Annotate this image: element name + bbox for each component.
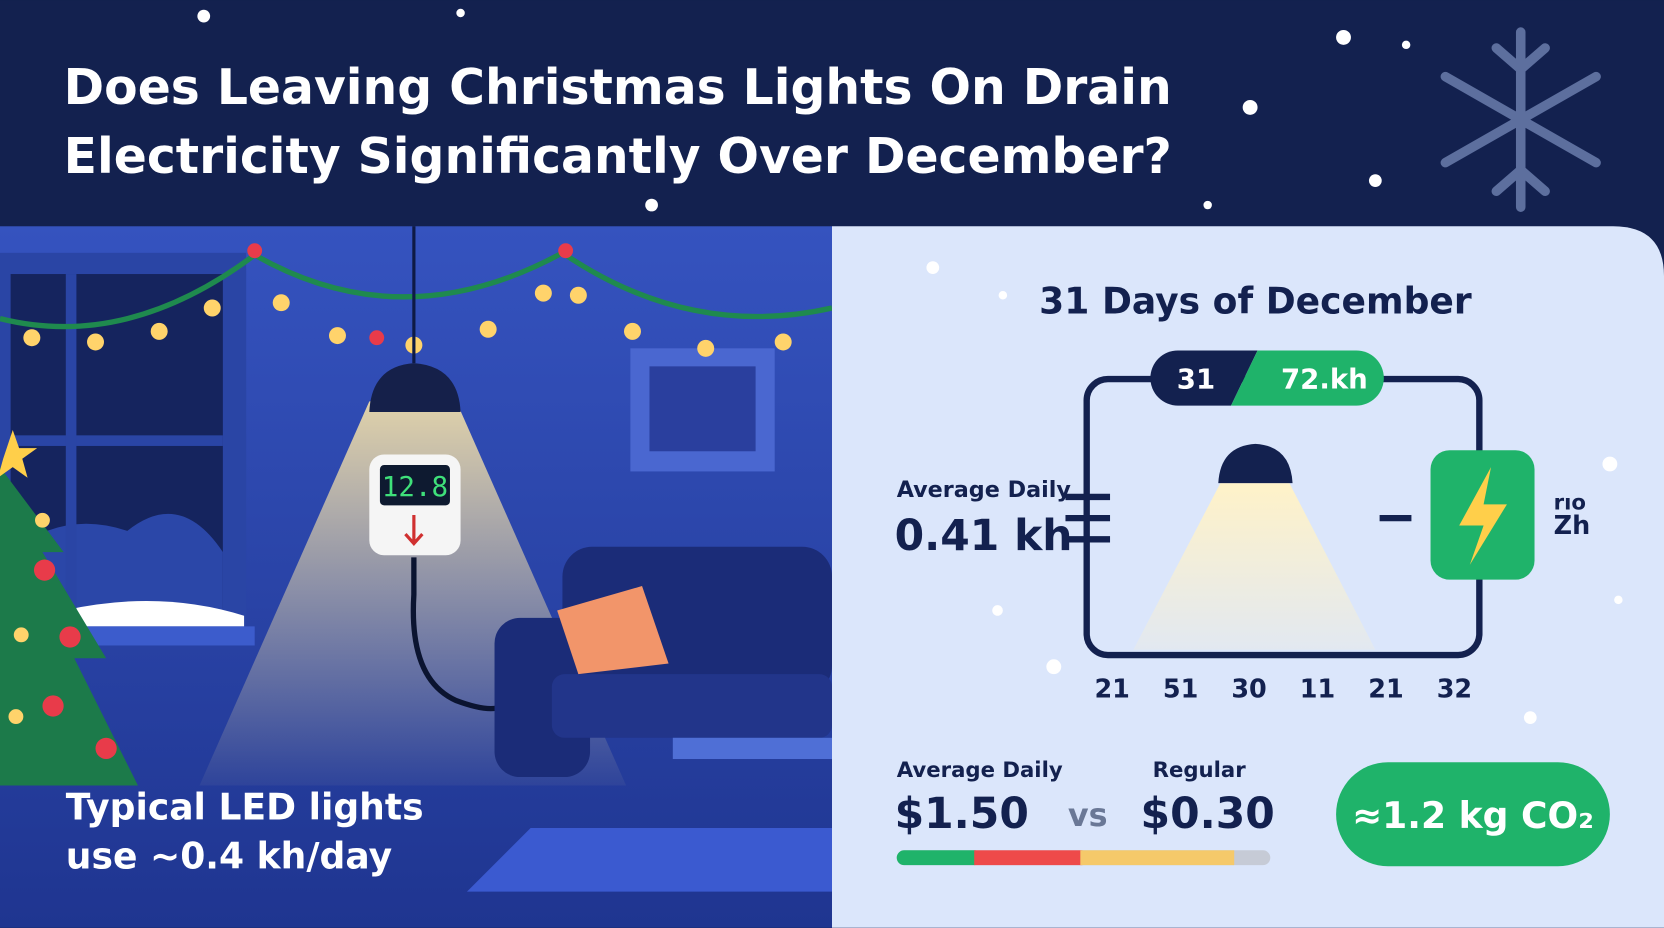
title-line: Does Leaving Christmas Lights On Drain: [64, 59, 1172, 116]
axis-label: 30: [1231, 674, 1266, 704]
axis-labels: 21 51 30 11 21 32: [1094, 674, 1472, 704]
christmas-tree: [0, 430, 138, 786]
axis-label: 21: [1368, 674, 1403, 704]
sofa: [494, 546, 832, 778]
cost-label: Average Daily: [897, 758, 1063, 783]
axis-label: 51: [1163, 674, 1198, 704]
meter-screen: [379, 465, 450, 506]
average-label: Average Daily: [897, 477, 1072, 503]
versus: vs: [1068, 796, 1108, 834]
title-line: Electricity Significantly Over December?: [64, 128, 1172, 185]
lamp: [369, 363, 461, 412]
stars: [197, 8, 1411, 212]
badge-total: 72.kh: [1281, 363, 1368, 396]
badge-days: 31: [1177, 363, 1215, 396]
panel-light-beam: [1133, 483, 1376, 650]
snow-dots: [926, 261, 1623, 724]
down-arrow: [404, 514, 424, 546]
meter-reading: 12.8: [382, 470, 448, 503]
axis-label: 32: [1437, 674, 1472, 704]
picture: [649, 366, 756, 452]
snowflake-icon: [1440, 27, 1601, 212]
panel-lamp: [1218, 443, 1293, 484]
axis-label: 11: [1300, 674, 1335, 704]
badge-right: [1231, 350, 1384, 406]
co2-badge: [1336, 762, 1610, 867]
axis-label: 21: [1094, 674, 1129, 704]
cost-bar: [896, 850, 1271, 866]
regular-label: Regular: [1153, 758, 1247, 783]
panel-title: 31 Days of December: [1039, 280, 1472, 322]
regular-value: $0.30: [1141, 790, 1275, 839]
caption-line: Typical LED lights: [66, 787, 424, 829]
caption-line: use ~0.4 kh/day: [66, 835, 392, 877]
cost-value: $1.50: [895, 790, 1029, 839]
average-value: 0.41 kh: [895, 512, 1073, 561]
lightning-bolt: [1459, 467, 1507, 565]
co2-value: ≈1.2 kg CO₂: [1352, 795, 1594, 837]
rug: [466, 828, 832, 892]
side-label: rıo: [1554, 491, 1586, 516]
side-label: Zh: [1554, 511, 1591, 541]
badge-left: [1150, 350, 1258, 406]
coffee-table: [672, 737, 832, 760]
battery-terminal: [1065, 493, 1412, 543]
